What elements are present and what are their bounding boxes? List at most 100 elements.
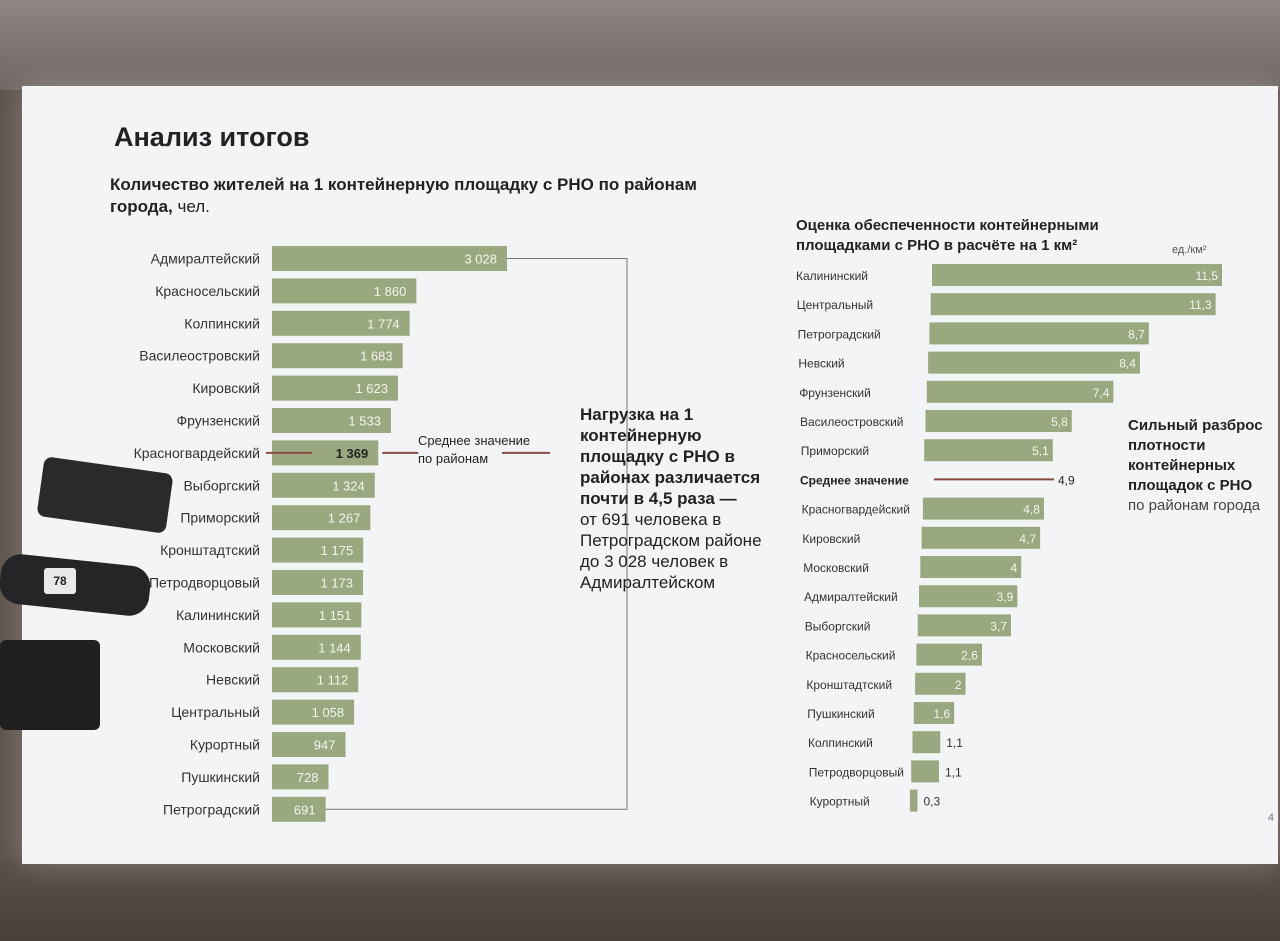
category-label: Центральный bbox=[797, 298, 873, 312]
value-label: 2,6 bbox=[961, 649, 978, 663]
right-bar-chart: Калининский 11,5 Центральный 11,3 Петроградс… bbox=[796, 264, 1222, 812]
left-subtitle-text: Количество жителей на 1 контейнерную пло… bbox=[110, 175, 697, 216]
value-label: 1,1 bbox=[945, 765, 962, 779]
page-number: 4 bbox=[1267, 812, 1274, 824]
category-label: Калининский bbox=[176, 607, 260, 623]
value-label: 1 774 bbox=[367, 316, 400, 331]
value-label: 1 683 bbox=[360, 349, 393, 364]
presentation-slide: Анализ итогов Количество жителей на 1 ко… bbox=[22, 86, 1278, 864]
value-label: 8,4 bbox=[1119, 357, 1136, 371]
value-label: 1,6 bbox=[933, 707, 950, 721]
microphone-logo: 78 bbox=[44, 568, 76, 594]
average-label: Среднее значение bbox=[800, 473, 909, 487]
bar bbox=[932, 264, 1222, 286]
bar bbox=[925, 410, 1072, 432]
value-label: 1 324 bbox=[332, 478, 365, 493]
bar bbox=[913, 702, 955, 724]
category-label: Красногвардейский bbox=[802, 503, 910, 517]
value-label: 4,8 bbox=[1023, 503, 1040, 517]
category-label: Кронштадтский bbox=[806, 678, 892, 692]
bar bbox=[916, 643, 982, 666]
category-label: Курортный bbox=[810, 795, 870, 809]
bar bbox=[272, 310, 410, 336]
main-annotation-bold: Нагрузка на 1 контейнерную площадку с РН… bbox=[580, 405, 761, 508]
wall-background bbox=[0, 0, 1280, 90]
category-label: Петроградский bbox=[798, 327, 881, 341]
average-label: Среднее значение bbox=[418, 433, 530, 448]
value-label: 8,7 bbox=[1128, 327, 1145, 341]
value-label: 4,7 bbox=[1019, 532, 1036, 546]
category-label: Адмиралтейский bbox=[804, 590, 898, 604]
value-label: 728 bbox=[297, 770, 319, 785]
category-label: Фрунзенский bbox=[799, 386, 871, 400]
bar bbox=[272, 278, 417, 304]
value-label: 1 623 bbox=[355, 381, 388, 396]
average-label: по районам bbox=[418, 451, 488, 466]
bar bbox=[922, 497, 1044, 520]
value-label: 691 bbox=[294, 802, 316, 817]
left-bar-chart: Адмиралтейский 3 028 Красносельский 1 860 Ко… bbox=[134, 246, 628, 822]
bar bbox=[272, 667, 359, 693]
value-label: 7,4 bbox=[1093, 386, 1110, 400]
value-label: 5,1 bbox=[1032, 444, 1049, 458]
category-label: Курортный bbox=[190, 737, 260, 753]
bar bbox=[272, 634, 361, 660]
category-label: Приморский bbox=[801, 444, 869, 458]
category-label: Кировский bbox=[802, 532, 860, 546]
bar bbox=[929, 322, 1149, 345]
bar bbox=[272, 246, 507, 271]
category-label: Василеостровский bbox=[800, 415, 903, 429]
bar bbox=[272, 796, 326, 822]
value-label: 2 bbox=[955, 678, 962, 692]
category-label: Калининский bbox=[796, 269, 868, 283]
category-label: Колпинский bbox=[184, 315, 260, 331]
bar bbox=[924, 439, 1053, 462]
value-label: 1 144 bbox=[318, 640, 351, 655]
bar bbox=[272, 732, 346, 757]
category-label: Колпинский bbox=[808, 736, 873, 750]
right-annotation-bold: Сильный разброс плотности контейнерных п… bbox=[1128, 417, 1263, 494]
bar bbox=[911, 760, 939, 783]
category-label: Выборгский bbox=[183, 477, 260, 493]
category-label: Красногвардейский bbox=[134, 445, 260, 461]
category-label: Невский bbox=[798, 357, 844, 371]
bar bbox=[272, 505, 371, 531]
category-label: Петродворцовый bbox=[149, 575, 260, 591]
bar bbox=[272, 602, 362, 628]
category-label: Центральный bbox=[171, 704, 260, 720]
category-label: Приморский bbox=[180, 510, 260, 526]
value-label: 3 028 bbox=[464, 252, 497, 267]
right-annotation-normal: по районам города bbox=[1128, 497, 1261, 514]
bar bbox=[921, 526, 1041, 549]
value-label: 0,3 bbox=[923, 795, 940, 809]
bar bbox=[930, 293, 1216, 316]
category-label: Петродворцовый bbox=[809, 765, 904, 779]
value-label: 1 058 bbox=[312, 705, 345, 720]
bar bbox=[272, 343, 403, 369]
left-subtitle-unit: чел. bbox=[172, 197, 210, 216]
bar bbox=[917, 614, 1012, 637]
bar bbox=[915, 672, 966, 695]
value-label: 1 112 bbox=[317, 673, 349, 688]
bar bbox=[272, 408, 391, 433]
category-label: Пушкинский bbox=[181, 769, 260, 785]
value-label: 4 bbox=[1010, 561, 1017, 575]
bar bbox=[919, 585, 1018, 608]
category-label: Выборгский bbox=[805, 619, 871, 633]
bar bbox=[272, 375, 398, 401]
bar bbox=[272, 764, 329, 790]
category-label: Московский bbox=[183, 639, 260, 655]
right-chart-subtitle: Оценка обеспеченности контейнерными площ… bbox=[796, 217, 1099, 254]
value-label: 947 bbox=[314, 738, 336, 753]
category-label: Красносельский bbox=[155, 283, 260, 299]
category-label: Кронштадтский bbox=[160, 542, 260, 558]
value-label: 11,5 bbox=[1196, 269, 1219, 283]
range-bracket bbox=[325, 258, 628, 810]
value-label: 1 175 bbox=[321, 543, 354, 558]
value-label: 1 860 bbox=[374, 284, 407, 299]
value-label: 3,9 bbox=[997, 590, 1014, 604]
category-label: Василеостровский bbox=[139, 348, 260, 364]
right-annotation: Сильный разброс плотности контейнерных п… bbox=[1128, 416, 1268, 516]
value-label: 1 533 bbox=[348, 414, 381, 429]
bar bbox=[272, 570, 364, 595]
